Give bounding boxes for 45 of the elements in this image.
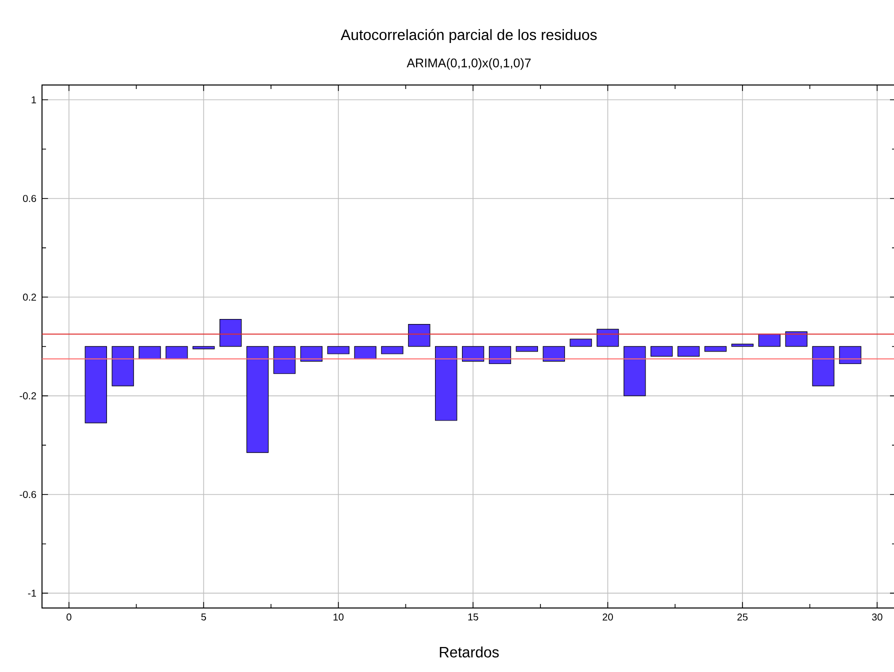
bar [650, 346, 673, 357]
x-tick-label: 15 [468, 614, 478, 620]
bar [112, 346, 134, 386]
x-tick-label: 25 [737, 614, 748, 621]
bar [570, 338, 592, 347]
bar [84, 346, 107, 424]
y-tick-label: -0.6 [20, 490, 36, 498]
x-axis-title: Retardos [440, 646, 499, 658]
bar [488, 346, 512, 364]
bar [327, 346, 350, 354]
bar [435, 346, 458, 421]
chart-title: Autocorrelación parcial de los residuos [340, 28, 597, 44]
x-tick-label: 0 [66, 614, 72, 621]
bar [785, 331, 808, 347]
x-tick-label: 5 [201, 614, 206, 620]
bar [516, 346, 538, 352]
y-tick-label: 0.2 [23, 294, 36, 301]
bar [246, 346, 269, 453]
y-tick-label: -1 [28, 590, 36, 597]
y-tick-label: 1 [32, 96, 36, 104]
bar [758, 334, 780, 347]
bar [192, 346, 215, 350]
bar [704, 346, 727, 352]
bar [462, 346, 484, 362]
x-tick-label: 30 [872, 614, 882, 621]
bar [839, 346, 862, 364]
bar [678, 346, 700, 357]
y-tick-label: 0.6 [23, 194, 36, 202]
bar [408, 324, 430, 347]
bar [596, 328, 619, 347]
bar [138, 346, 161, 360]
bar [624, 346, 646, 396]
bar [273, 346, 296, 374]
bar [354, 346, 376, 360]
bar [731, 344, 754, 347]
bar [542, 346, 565, 362]
x-tick-label: 10 [334, 614, 344, 621]
bar [300, 346, 322, 362]
y-tick-label: -0.2 [20, 392, 36, 400]
bar [166, 346, 188, 360]
chart-subtitle: ARIMA(0,1,0)x(0,1,0)7 [406, 58, 531, 70]
bar [381, 346, 404, 354]
bar [812, 346, 834, 386]
bar [220, 319, 242, 347]
x-tick-label: 20 [602, 614, 613, 621]
